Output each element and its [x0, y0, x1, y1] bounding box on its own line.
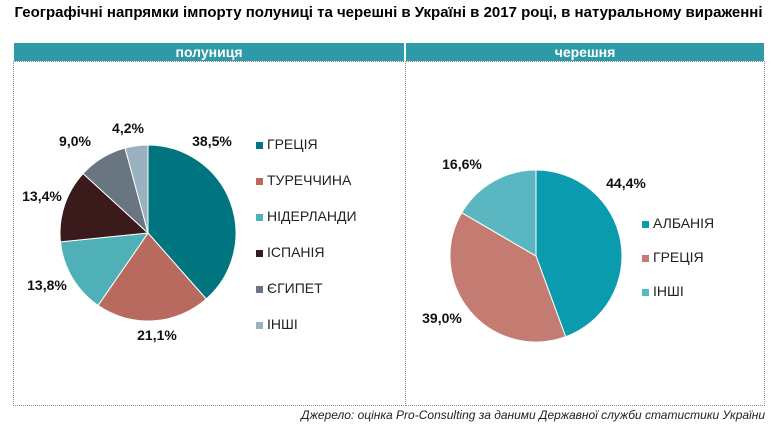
data-label-1-0: 44,4% [606, 175, 646, 191]
pie-slice-1-0 [535, 169, 623, 338]
legend-swatch-1-0 [642, 221, 649, 228]
pie-slice-0-3 [59, 172, 150, 243]
panel-header-strawberry: полуниця [14, 43, 404, 61]
legend-swatch-0-2 [256, 214, 263, 221]
pie-slice-0-2 [59, 232, 150, 307]
pie-slice-1-2 [461, 169, 537, 257]
legend-swatch-1-2 [642, 289, 649, 296]
legend-label-1-0: АЛБАНІЯ [653, 215, 714, 231]
legend-label-0-0: ГРЕЦІЯ [267, 136, 318, 152]
pie-slice-0-1 [97, 232, 207, 322]
data-label-0-0: 38,5% [192, 133, 232, 149]
legend-label-0-5: ІНШІ [267, 316, 298, 332]
legend-swatch-0-4 [256, 286, 263, 293]
chart-title: Географічні напрямки імпорту полуниці та… [14, 4, 763, 21]
legend-label-0-3: ІСПАНІЯ [267, 244, 325, 260]
panel-cherry [405, 61, 765, 406]
legend-label-0-2: НІДЕРЛАНДИ [267, 208, 357, 224]
pie-slice-0-0 [147, 144, 237, 300]
legend-swatch-0-5 [256, 322, 263, 329]
legend-label-1-1: ГРЕЦІЯ [653, 249, 704, 265]
pie-slice-0-5 [124, 144, 149, 234]
pie-slice-1-1 [449, 212, 567, 343]
panel-header-cherry: черешня [406, 43, 764, 61]
legend-label-0-1: ТУРЕЧЧИНА [267, 172, 352, 188]
data-label-0-5: 4,2% [112, 120, 144, 136]
data-label-0-4: 9,0% [59, 133, 91, 149]
data-label-0-1: 21,1% [137, 327, 177, 343]
data-label-1-2: 16,6% [442, 156, 482, 172]
data-label-0-3: 13,4% [22, 188, 62, 204]
legend-label-0-4: ЄГИПЕТ [267, 280, 323, 296]
data-label-1-1: 39,0% [422, 310, 462, 326]
legend-swatch-0-3 [256, 250, 263, 257]
legend-label-1-2: ІНШІ [653, 283, 684, 299]
data-label-0-2: 13,8% [27, 277, 67, 293]
legend-swatch-0-0 [256, 142, 263, 149]
legend-swatch-1-1 [642, 255, 649, 262]
legend-swatch-0-1 [256, 178, 263, 185]
source-note: Джерело: оцінка Pro-Consulting за даними… [301, 408, 765, 422]
